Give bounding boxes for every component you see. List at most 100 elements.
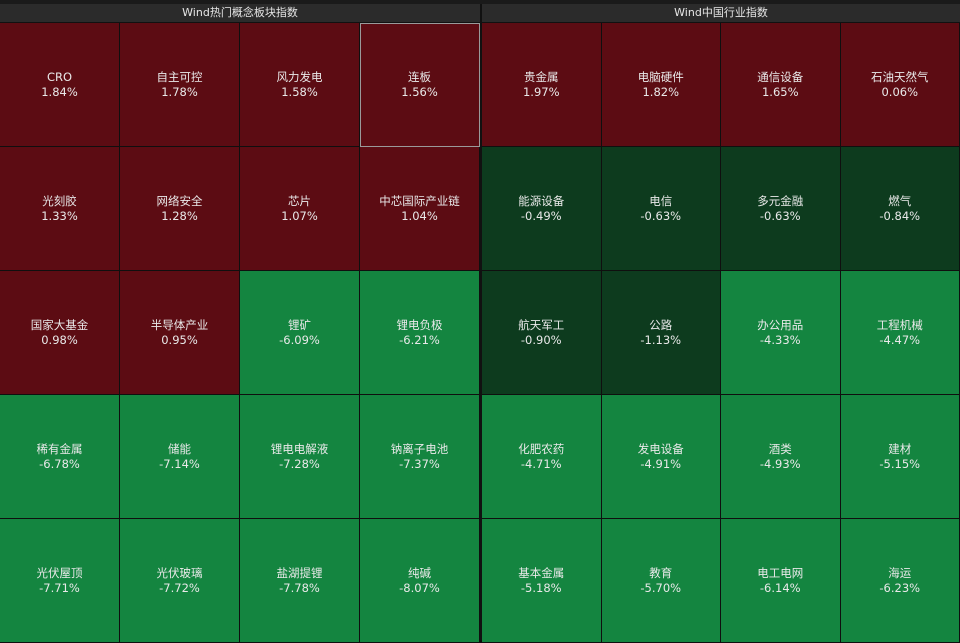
tile-change-percent: -4.71% [521,457,562,472]
tile-name: 网络安全 [157,194,203,209]
tile-change-percent: -6.21% [399,333,440,348]
tile-name: 储能 [168,442,191,457]
tile-change-percent: -1.13% [640,333,681,348]
heatmap-tile[interactable]: 办公用品-4.33% [721,271,841,395]
tile-name: 锂电负极 [397,318,443,333]
heatmap-tile[interactable]: 电工电网-6.14% [721,519,841,643]
heatmap-tile[interactable]: 公路-1.13% [602,271,722,395]
tile-name: 海运 [888,566,911,581]
heatmap-tile[interactable]: 盐湖提锂-7.78% [240,519,360,643]
heatmap-tile[interactable]: 能源设备-0.49% [482,147,602,271]
heatmap-tile[interactable]: 锂电负极-6.21% [360,271,480,395]
tile-name: 教育 [649,566,672,581]
heatmap-tile[interactable]: 发电设备-4.91% [602,395,722,519]
panel-title: Wind中国行业指数 [482,4,960,23]
tile-name: 基本金属 [518,566,564,581]
tile-change-percent: -7.71% [39,581,80,596]
heatmap-tile[interactable]: 航天军工-0.90% [482,271,602,395]
tile-change-percent: -5.15% [879,457,920,472]
tile-name: 盐湖提锂 [277,566,323,581]
heatmap-tile[interactable]: 光伏屋顶-7.71% [0,519,120,643]
tile-name: 国家大基金 [31,318,89,333]
tile-change-percent: 1.04% [401,209,438,224]
tile-change-percent: -7.37% [399,457,440,472]
tile-name: 贵金属 [524,70,559,85]
tile-name: 自主可控 [157,70,203,85]
tile-change-percent: -0.90% [521,333,562,348]
tile-name: 锂电电解液 [271,442,329,457]
tile-change-percent: 1.58% [281,85,318,100]
tile-name: 纯碱 [408,566,431,581]
tile-name: 光伏玻璃 [157,566,203,581]
heatmap-tile[interactable]: 纯碱-8.07% [360,519,480,643]
heatmap-tile[interactable]: 基本金属-5.18% [482,519,602,643]
tile-name: 建材 [888,442,911,457]
tile-change-percent: -6.09% [279,333,320,348]
tile-change-percent: 1.28% [161,209,198,224]
tile-name: 光刻胶 [42,194,77,209]
heatmap-tile[interactable]: 教育-5.70% [602,519,722,643]
heatmap-tile[interactable]: 酒类-4.93% [721,395,841,519]
heatmap-tile[interactable]: 工程机械-4.47% [841,271,960,395]
tile-name: 钠离子电池 [391,442,449,457]
tile-name: 办公用品 [757,318,803,333]
tile-name: 燃气 [888,194,911,209]
tile-name: 能源设备 [518,194,564,209]
tile-change-percent: -6.78% [39,457,80,472]
tile-change-percent: -7.14% [159,457,200,472]
tile-change-percent: -0.63% [760,209,801,224]
tile-name: 通信设备 [757,70,803,85]
heatmap-tile[interactable]: 光伏玻璃-7.72% [120,519,240,643]
panel-title: Wind热门概念板块指数 [0,4,480,23]
heatmap-tile[interactable]: 钠离子电池-7.37% [360,395,480,519]
tile-change-percent: -4.91% [640,457,681,472]
tile-name: 稀有金属 [37,442,83,457]
heatmap-tile[interactable]: 储能-7.14% [120,395,240,519]
heatmap-tile[interactable]: 稀有金属-6.78% [0,395,120,519]
tile-change-percent: 0.95% [161,333,198,348]
tile-change-percent: 1.97% [523,85,560,100]
tile-name: 芯片 [288,194,311,209]
tile-name: 多元金融 [757,194,803,209]
tile-name: 电脑硬件 [638,70,684,85]
heatmap-tile[interactable]: 电信-0.63% [602,147,722,271]
tile-change-percent: 1.65% [762,85,799,100]
tile-name: 石油天然气 [871,70,929,85]
heatmap-tile[interactable]: 多元金融-0.63% [721,147,841,271]
heatmap-tile[interactable]: 海运-6.23% [841,519,960,643]
tile-change-percent: -4.33% [760,333,801,348]
tile-name: 中芯国际产业链 [379,194,460,209]
tile-change-percent: -0.84% [879,209,920,224]
tile-name: 电信 [649,194,672,209]
heatmap-tile[interactable]: 化肥农药-4.71% [482,395,602,519]
tile-name: 风力发电 [277,70,323,85]
heatmap-tile[interactable]: 锂矿-6.09% [240,271,360,395]
tile-name: 光伏屋顶 [37,566,83,581]
heatmap-tile[interactable]: 燃气-0.84% [841,147,960,271]
tile-change-percent: 1.84% [41,85,78,100]
heatmap-tile[interactable]: 建材-5.15% [841,395,960,519]
tile-name: 连板 [408,70,431,85]
tile-change-percent: -6.14% [760,581,801,596]
tile-change-percent: 1.82% [642,85,679,100]
tile-name: 酒类 [769,442,792,457]
heatmap-tile[interactable]: 锂电电解液-7.28% [240,395,360,519]
tile-change-percent: -6.23% [879,581,920,596]
